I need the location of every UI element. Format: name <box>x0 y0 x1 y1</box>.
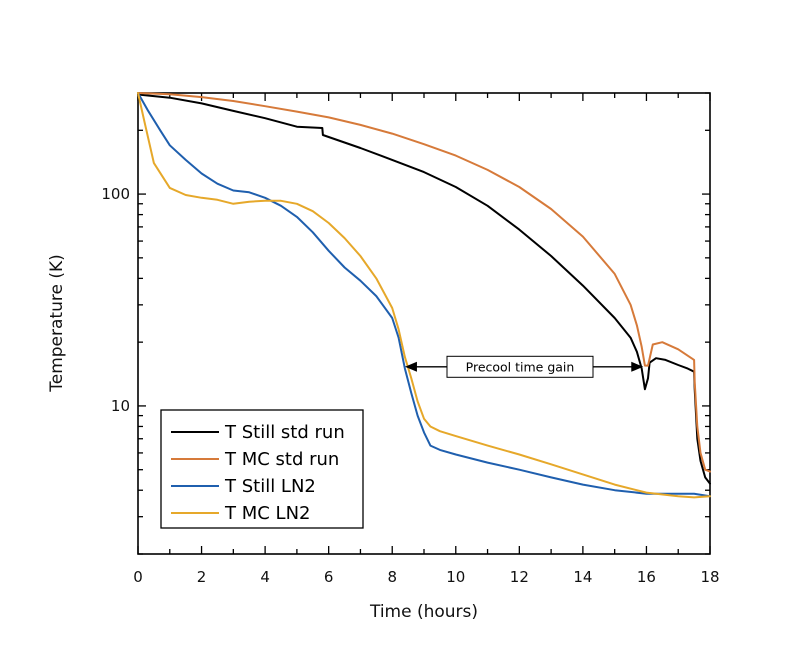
series-line-3 <box>137 92 711 499</box>
legend-label-1: T MC std run <box>224 449 339 470</box>
series-line-1 <box>137 92 711 473</box>
x-tick-label: 16 <box>637 568 656 586</box>
legend: T Still std run T MC std run T Still LN2 T … <box>160 409 364 529</box>
series-line-2 <box>137 92 711 498</box>
x-tick-label: 12 <box>510 568 529 586</box>
precool-annotation: Precool time gain <box>404 355 644 378</box>
y-axis-title: Temperature (K) <box>47 254 67 393</box>
legend-label-0: T Still std run <box>224 422 345 443</box>
x-tick-label: 0 <box>133 568 143 586</box>
y-tick-label: 100 <box>101 185 130 203</box>
series-group <box>137 92 711 499</box>
x-tick-label: 10 <box>446 568 465 586</box>
y-tick-label: 10 <box>111 397 130 415</box>
x-tick-label: 6 <box>324 568 334 586</box>
x-tick-label: 2 <box>197 568 207 586</box>
legend-label-3: T MC LN2 <box>224 503 310 524</box>
legend-box <box>160 409 364 529</box>
annotation-label: Precool time gain <box>466 359 575 374</box>
annotation-box <box>446 355 594 378</box>
x-tick-label: 14 <box>573 568 592 586</box>
axis-ticks: 0 2 4 6 8 10 12 14 16 18 10 100 <box>101 92 720 586</box>
arrowhead-left-icon <box>404 361 417 372</box>
x-axis-title: Time (hours) <box>369 602 478 622</box>
series-line-0 <box>137 93 711 485</box>
legend-label-2: T Still LN2 <box>224 476 316 497</box>
x-tick-label: 18 <box>700 568 719 586</box>
x-tick-label: 4 <box>260 568 270 586</box>
x-tick-label: 8 <box>387 568 397 586</box>
arrowhead-right-icon <box>631 361 644 372</box>
